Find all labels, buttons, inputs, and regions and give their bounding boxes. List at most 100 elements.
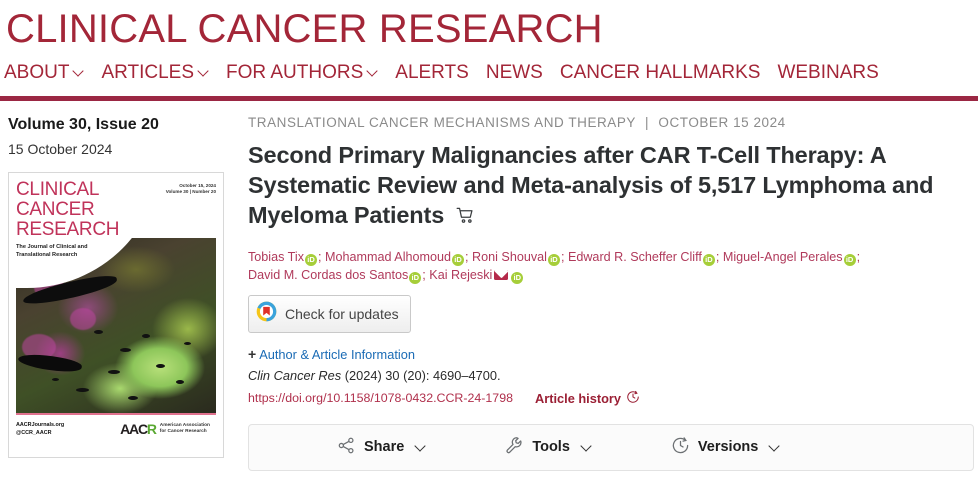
aacr-mark-r: R — [146, 421, 157, 437]
masthead: CLINICAL CANCER RESEARCH — [0, 0, 978, 52]
clock-history-icon — [626, 390, 640, 408]
author-separator: ; — [560, 249, 568, 264]
cover-issue-volume: Volume 30 | Number 20 — [165, 189, 216, 194]
cover-divider — [16, 413, 216, 415]
nav-label: FOR AUTHORS — [226, 62, 364, 83]
aacr-wordmark: AACR — [120, 421, 157, 437]
orcid-icon[interactable]: iD — [452, 253, 465, 266]
article-pub-date: OCTOBER 15 2024 — [658, 115, 786, 130]
nav-label: WEBINARS — [777, 62, 879, 83]
chevron-down-icon — [199, 66, 209, 76]
tools-label: Tools — [532, 439, 570, 456]
cover-journal-line-3: RESEARCH — [16, 219, 120, 240]
article-history-label: Article history — [534, 391, 622, 407]
orcid-icon[interactable]: iD — [511, 271, 524, 284]
versions-button[interactable]: Versions — [671, 436, 781, 459]
author-name[interactable]: Kai Rejeski — [429, 267, 493, 282]
journal-logo-title[interactable]: CLINICAL CANCER RESEARCH — [6, 7, 603, 51]
envelope-icon[interactable] — [494, 269, 509, 280]
chevron-down-icon — [416, 442, 427, 453]
share-label: Share — [364, 439, 405, 456]
aacr-society-line-1: American Association — [159, 422, 210, 428]
share-button[interactable]: Share — [337, 436, 427, 459]
author-separator: ; — [318, 249, 325, 264]
nav-label: NEWS — [485, 62, 543, 83]
cover-artwork-wedge — [17, 351, 83, 375]
cover-journal-line-2: CANCER — [16, 199, 95, 220]
info-toggle-label: Author & Article Information — [259, 346, 415, 362]
author-name[interactable]: Edward R. Scheffer Cliff — [567, 249, 702, 264]
citation-details: (2024) 30 (20): 4690–4700. — [344, 367, 501, 383]
cover-subtitle: The Journal of Clinical and Translationa… — [16, 244, 111, 259]
nav-item-news[interactable]: NEWS — [486, 62, 560, 84]
citation-journal: Clin Cancer Res — [248, 367, 342, 383]
article-main: TRANSLATIONAL CANCER MECHANISMS AND THER… — [238, 115, 978, 471]
doi-link[interactable]: https://doi.org/10.1158/1078-0432.CCR-24… — [248, 391, 513, 406]
author-name[interactable]: Tobias Tix — [248, 249, 304, 264]
cover-artwork — [16, 238, 216, 413]
nav-label: CANCER HALLMARKS — [559, 62, 761, 83]
page-content: Volume 30, Issue 20 15 October 2024 — [0, 101, 978, 471]
cover-subtitle-line-2: Translational Research — [16, 251, 78, 258]
nav-item-cancer-hallmarks[interactable]: CANCER HALLMARKS — [560, 62, 778, 84]
nav-item-for-authors[interactable]: FOR AUTHORS — [226, 62, 395, 84]
versions-label: Versions — [697, 439, 759, 456]
nav-label: ARTICLES — [101, 62, 195, 83]
nav-item-about[interactable]: ABOUT — [4, 62, 101, 84]
author-name[interactable]: Miguel-Angel Perales — [722, 249, 843, 264]
issue-volume-title[interactable]: Volume 30, Issue 20 — [8, 116, 159, 133]
aacr-mark-aac: AAC — [120, 421, 148, 437]
doi-row: https://doi.org/10.1158/1078-0432.CCR-24… — [248, 390, 974, 408]
issue-date: 15 October 2024 — [8, 141, 113, 157]
clock-icon — [671, 436, 690, 459]
chevron-down-icon — [74, 66, 84, 76]
article-actions-toolbar: Share Tools — [248, 423, 974, 471]
cover-journal-title: CLINICAL CANCER RESEARCH — [16, 180, 119, 240]
nav-label: ABOUT — [4, 62, 70, 83]
author-article-information-toggle[interactable]: + Author & Article Information — [248, 346, 974, 363]
chevron-down-icon — [582, 442, 593, 453]
author-separator: ; — [856, 249, 861, 264]
aacr-logo: AACR American Association for Cancer Res… — [120, 422, 216, 436]
author-name[interactable]: David M. Cordas dos Santos — [248, 267, 409, 282]
shopping-cart-icon[interactable] — [456, 202, 475, 232]
author-separator: ; — [465, 249, 473, 264]
cover-website-url: AACRJournals.org — [16, 422, 65, 428]
navigation-divider — [0, 96, 978, 101]
crossmark-icon — [256, 301, 277, 327]
orcid-icon[interactable]: iD — [305, 253, 317, 266]
cover-website: AACRJournals.org @CCR_AACR — [16, 422, 64, 437]
author-separator: ; — [422, 267, 430, 282]
crossmark-label: Check for updates — [285, 305, 399, 322]
article-history-button[interactable]: Article history — [535, 390, 640, 408]
chevron-down-icon — [368, 66, 378, 76]
nav-item-articles[interactable]: ARTICLES — [101, 62, 226, 84]
cover-journal-line-1: CLINICAL — [16, 180, 100, 200]
orcid-icon[interactable]: iD — [702, 253, 715, 266]
author-name[interactable]: Roni Shouval — [472, 249, 547, 264]
citation-line: Clin Cancer Res (2024) 30 (20): 4690–470… — [248, 367, 974, 385]
tools-button[interactable]: Tools — [505, 436, 593, 459]
nav-item-alerts[interactable]: ALERTS — [395, 62, 486, 84]
article-section[interactable]: TRANSLATIONAL CANCER MECHANISMS AND THER… — [248, 115, 636, 130]
orcid-icon[interactable]: iD — [843, 253, 856, 266]
author-list: Tobias Tix iD; Mohammad Alhomoud iD; Roni … — [248, 248, 974, 284]
issue-cover-image[interactable]: CLINICAL CANCER RESEARCH October 15, 202… — [8, 172, 224, 458]
orcid-icon[interactable]: iD — [547, 253, 560, 266]
cover-social-handle: @CCR_AACR — [16, 429, 52, 436]
author-name[interactable]: Mohammad Alhomoud — [325, 249, 452, 264]
plus-icon: + — [248, 345, 257, 362]
cover-issue-info: October 15, 2024 Volume 30 | Number 20 — [166, 180, 216, 195]
chevron-down-icon — [770, 442, 781, 453]
article-kicker: TRANSLATIONAL CANCER MECHANISMS AND THER… — [248, 115, 974, 131]
kicker-separator: | — [645, 115, 650, 130]
nav-item-webinars[interactable]: WEBINARS — [777, 62, 895, 84]
page-title: Second Primary Malignancies after CAR T-… — [248, 140, 974, 232]
article-title-text: Second Primary Malignancies after CAR T-… — [248, 142, 934, 228]
cover-subtitle-line-1: The Journal of Clinical and — [16, 244, 88, 250]
wrench-icon — [505, 436, 524, 459]
aacr-society-name: American Association for Cancer Research — [160, 423, 210, 436]
author-separator: ; — [715, 249, 723, 264]
orcid-icon[interactable]: iD — [409, 271, 422, 284]
crossmark-check-for-updates-button[interactable]: Check for updates — [248, 294, 411, 333]
